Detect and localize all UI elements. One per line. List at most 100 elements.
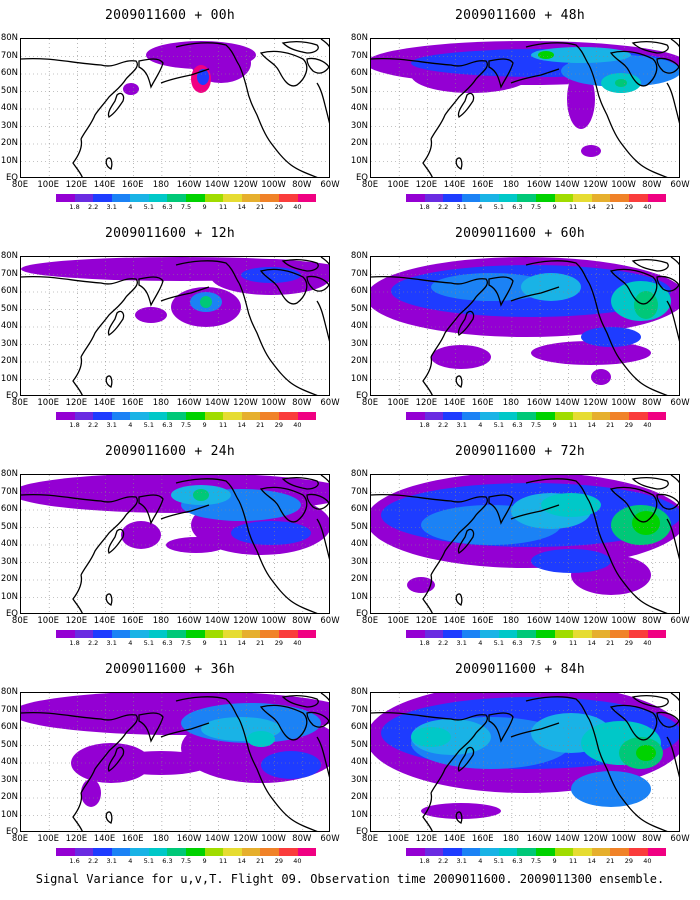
coastline	[656, 275, 679, 292]
colorbar	[56, 194, 317, 202]
coastline	[105, 375, 113, 388]
colorbar-tick-label: 9	[202, 421, 207, 429]
colorbar-tick-label: 7.5	[180, 203, 192, 211]
colorbar-labels: 1.8 2.2 3.1 4 5.1 6.3 7.5 9 11 14 21 29 40	[406, 639, 666, 647]
lon-tick-label: 120W	[233, 834, 258, 844]
lat-tick-label: 10N	[350, 591, 368, 602]
coastline	[320, 475, 329, 484]
colorbar-tick-label: 2.2	[437, 203, 449, 211]
colorbar-tick-label: 14	[237, 857, 246, 865]
coastline	[160, 722, 210, 738]
lat-tick-label: 20N	[350, 574, 368, 584]
colorbar-tick-label: 5.1	[143, 639, 155, 647]
coastline	[107, 92, 125, 118]
coastline	[457, 310, 475, 336]
variance-contour	[123, 83, 139, 95]
map-panel: 2009011600 + 72h 80N 70N 60N 50N 40N 30N 20N 10N…	[350, 436, 690, 647]
colorbar-tick-label: 6.3	[512, 203, 523, 211]
lon-tick-label: 60W	[320, 398, 340, 408]
colorbar-tick-label: 14	[587, 857, 596, 865]
map-plot	[370, 474, 680, 614]
colorbar-swatch	[241, 848, 261, 856]
colorbar-tick-label: 29	[624, 639, 633, 647]
lat-tick-label: EQ	[355, 391, 368, 401]
lon-tick-label: 140W	[554, 398, 580, 408]
colorbar-tick-label: 40	[643, 421, 652, 429]
coastline	[281, 41, 319, 54]
colorbar-swatch	[517, 194, 537, 202]
coastline	[371, 275, 488, 358]
coastline	[525, 260, 590, 284]
colorbar-swatch	[186, 630, 205, 638]
colorbar-tick-label: 1.8	[419, 421, 430, 429]
colorbar-tick-label: 7.5	[530, 857, 542, 865]
colorbar-swatch	[406, 848, 425, 856]
lon-tick-label: 80E	[11, 616, 29, 626]
lon-tick-label: 120W	[233, 616, 258, 626]
lon-tick-label: 80W	[292, 180, 312, 190]
colorbar-tick-label: 40	[293, 639, 302, 647]
colorbar-tick-label: 29	[624, 857, 633, 865]
colorbar-swatch	[461, 848, 481, 856]
map-plot	[370, 256, 680, 396]
colorbar-tick-label: 21	[606, 203, 615, 211]
lat-tick-label: 80N	[0, 33, 18, 43]
variance-contour	[531, 549, 611, 573]
map-svg	[21, 39, 329, 177]
lon-tick-label: 180	[152, 398, 170, 408]
colorbar-tick-label: 21	[256, 639, 265, 647]
colorbar-tick-label: 2.2	[87, 639, 99, 647]
lat-tick-label: 80N	[0, 469, 18, 479]
colorbar-swatch	[498, 630, 518, 638]
colorbar-swatch	[297, 412, 317, 420]
lat-tick-label: 10N	[0, 591, 18, 602]
lon-tick-label: 80E	[361, 834, 379, 844]
colorbar	[56, 848, 317, 856]
coastline	[670, 475, 679, 484]
colorbar-tick-label: 9	[552, 203, 557, 211]
colorbar-swatch	[74, 412, 94, 420]
colorbar-swatch	[186, 412, 205, 420]
colorbar-swatch	[424, 630, 444, 638]
lon-tick-label: 60W	[670, 180, 690, 190]
colorbar-tick-label: 6.3	[512, 857, 523, 865]
lon-tick-label: 120W	[233, 180, 258, 190]
coastline	[510, 504, 560, 520]
coastline	[316, 736, 329, 778]
colorbar-tick-label: 4	[478, 203, 483, 211]
colorbar-swatch	[461, 194, 481, 202]
colorbar-tick-label: 40	[643, 639, 652, 647]
colorbar-tick-label: 5.1	[493, 421, 505, 429]
lon-tick-label: 100W	[261, 834, 286, 844]
colorbar-swatch	[573, 630, 592, 638]
map-plot	[370, 38, 680, 178]
colorbar-swatch	[297, 630, 317, 638]
colorbar-tick-label: 11	[569, 857, 578, 865]
coastline	[238, 718, 318, 831]
coastline	[320, 257, 329, 266]
coastline	[306, 493, 329, 510]
colorbar-tick-label: 9	[552, 857, 557, 865]
colorbar-tick-label: 3.1	[456, 421, 467, 429]
lat-tick-label: 50N	[0, 739, 18, 750]
lon-tick-label: 160E	[471, 616, 494, 626]
coastline	[306, 275, 329, 292]
colorbar-swatch	[260, 630, 279, 638]
lon-axis: 80E 100E 120E 140E 160E 180 160W 140W 120W 100W 80…	[12, 834, 340, 844]
coastline	[320, 39, 329, 48]
colorbar-swatch	[204, 630, 224, 638]
variance-contour	[121, 521, 161, 549]
coastline	[259, 486, 308, 523]
colorbar-swatch	[74, 194, 94, 202]
panel-title: 2009011600 + 48h	[454, 8, 586, 23]
colorbar-swatch	[517, 848, 537, 856]
colorbar-swatch	[148, 630, 168, 638]
colorbar-labels: 1.6 2.2 3.1 4 5.1 6.3 7.5 9 11 14 21 29 40	[56, 857, 316, 865]
colorbar-swatch	[241, 412, 261, 420]
colorbar-tick-label: 7.5	[180, 639, 192, 647]
lon-tick-label: 120E	[65, 180, 88, 190]
colorbar-swatch	[517, 630, 537, 638]
lon-tick-label: 100W	[261, 398, 286, 408]
coastline	[175, 696, 240, 720]
lat-tick-label: 10N	[0, 809, 18, 820]
